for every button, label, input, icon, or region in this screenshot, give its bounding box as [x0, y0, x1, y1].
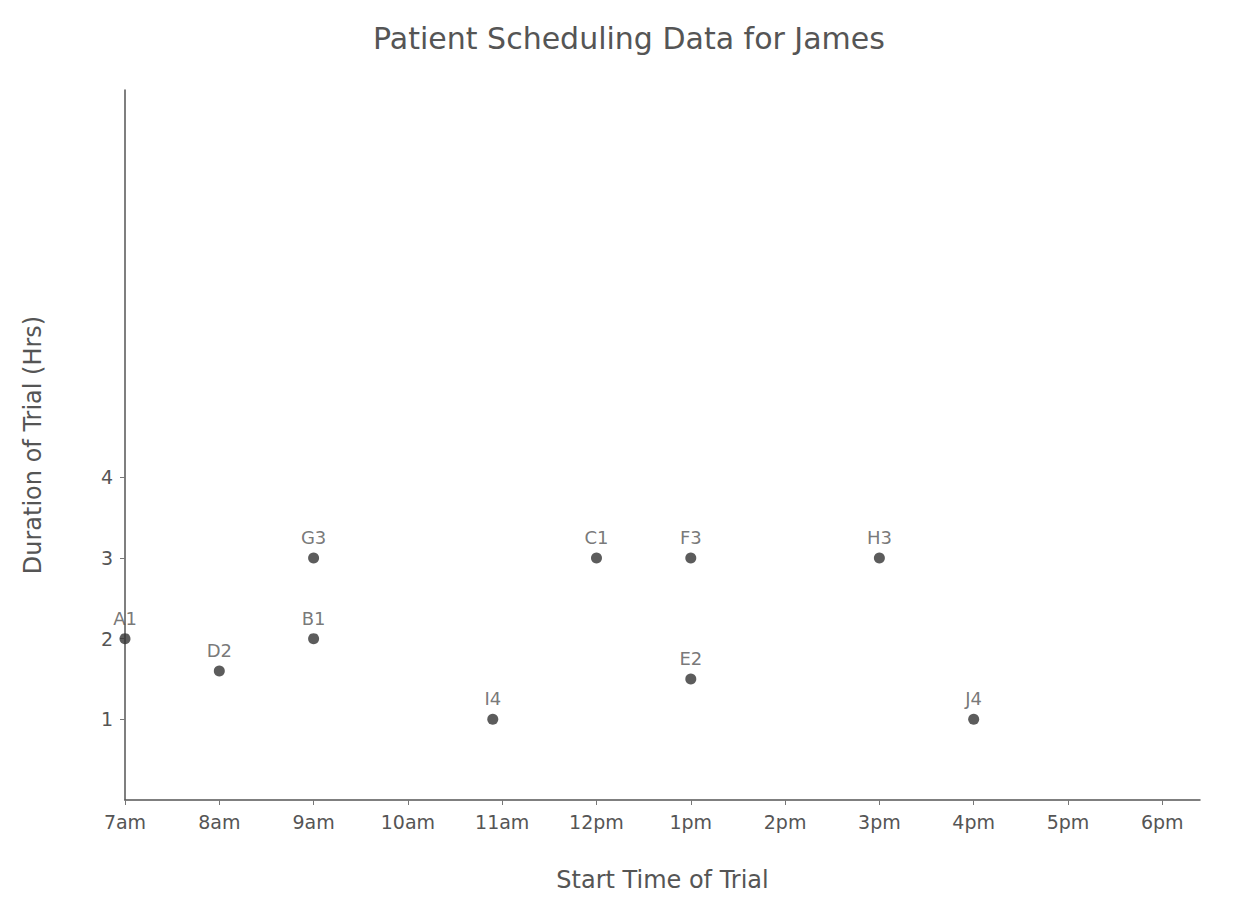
- svg-text:11am: 11am: [475, 811, 529, 833]
- svg-text:I4: I4: [484, 688, 501, 709]
- svg-text:C1: C1: [584, 527, 608, 548]
- svg-text:4: 4: [101, 466, 113, 488]
- svg-text:7am: 7am: [104, 811, 146, 833]
- svg-text:9am: 9am: [292, 811, 334, 833]
- svg-text:H3: H3: [867, 527, 892, 548]
- svg-text:2pm: 2pm: [764, 811, 807, 833]
- svg-text:F3: F3: [680, 527, 702, 548]
- svg-text:Start Time of Trial: Start Time of Trial: [556, 866, 768, 894]
- svg-text:J4: J4: [964, 688, 982, 709]
- svg-text:3pm: 3pm: [858, 811, 901, 833]
- svg-text:E2: E2: [679, 648, 702, 669]
- svg-text:B1: B1: [302, 608, 326, 629]
- svg-text:A1: A1: [113, 608, 137, 629]
- svg-text:Duration of Trial (Hrs): Duration of Trial (Hrs): [19, 316, 47, 574]
- svg-text:8am: 8am: [198, 811, 240, 833]
- svg-text:5pm: 5pm: [1047, 811, 1090, 833]
- svg-text:10am: 10am: [381, 811, 435, 833]
- svg-text:12pm: 12pm: [569, 811, 624, 833]
- svg-text:4pm: 4pm: [952, 811, 995, 833]
- svg-text:1: 1: [101, 708, 113, 730]
- svg-text:G3: G3: [301, 527, 326, 548]
- svg-text:D2: D2: [207, 640, 232, 661]
- svg-text:1pm: 1pm: [669, 811, 712, 833]
- svg-text:2: 2: [101, 628, 113, 650]
- svg-text:3: 3: [101, 547, 113, 569]
- svg-text:Patient Scheduling Data for Ja: Patient Scheduling Data for James: [373, 21, 885, 56]
- svg-text:6pm: 6pm: [1141, 811, 1184, 833]
